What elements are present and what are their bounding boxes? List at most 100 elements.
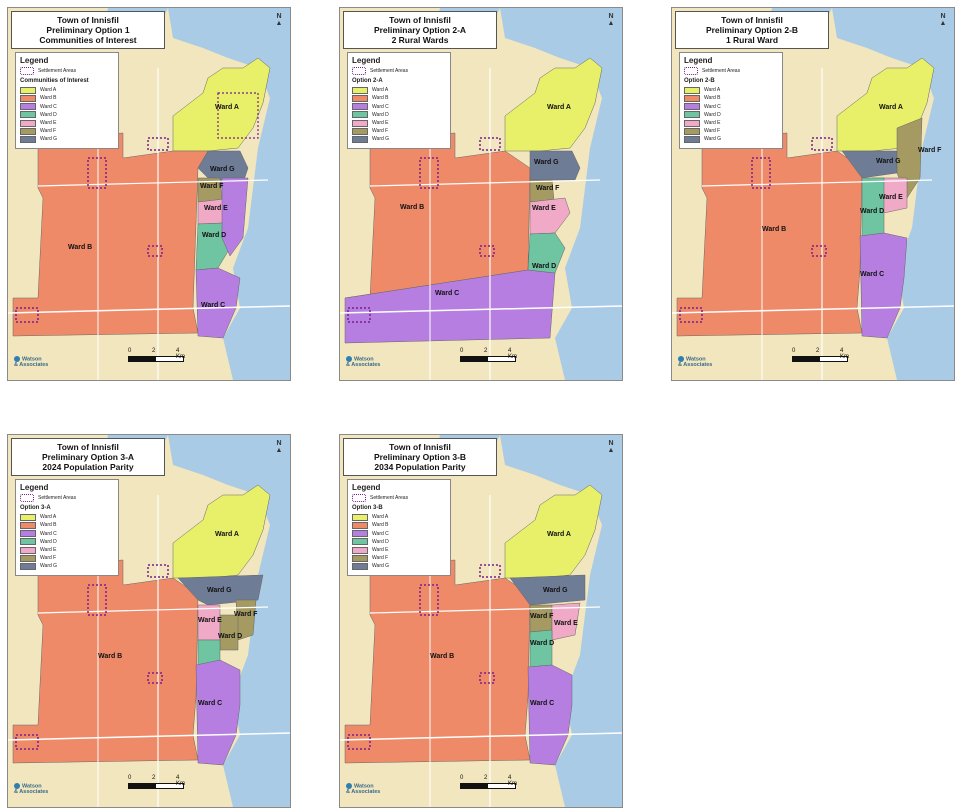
legend-label: Ward F bbox=[372, 555, 389, 562]
legend-label: Ward E bbox=[40, 547, 57, 554]
map-title: Town of Innisfil Preliminary Option 1 Co… bbox=[11, 11, 165, 49]
title-line-3: Communities of Interest bbox=[39, 35, 137, 45]
legend-label: Ward F bbox=[372, 128, 389, 135]
ward-d-swatch bbox=[684, 111, 700, 119]
map-panel-option-3b: Town of Innisfil Preliminary Option 3-B … bbox=[339, 434, 623, 808]
title-line-3: 2024 Population Parity bbox=[42, 462, 134, 472]
title-line-2: Preliminary Option 2-B bbox=[705, 25, 799, 35]
legend-label: Ward E bbox=[40, 120, 57, 127]
legend-subtitle: Communities of Interest bbox=[20, 78, 89, 85]
title-line-3: 2 Rural Wards bbox=[391, 35, 449, 45]
legend-label: Ward G bbox=[40, 563, 58, 570]
ward-label-g: Ward G bbox=[876, 158, 901, 165]
ward-f-swatch bbox=[352, 554, 368, 562]
legend-label: Ward D bbox=[372, 111, 389, 118]
legend-label: Ward G bbox=[40, 136, 58, 143]
legend-label: Ward E bbox=[372, 120, 389, 127]
ward-label-a: Ward A bbox=[215, 531, 239, 538]
title-line-1: Town of Innisfil bbox=[57, 15, 119, 25]
legend-subtitle: Option 2-B bbox=[684, 78, 715, 85]
ward-g-swatch bbox=[20, 135, 36, 143]
watson-logo: Watson & Associates bbox=[346, 356, 381, 369]
title-line-3: 2034 Population Parity bbox=[374, 462, 466, 472]
watson-logo: Watson & Associates bbox=[346, 783, 381, 796]
ward-label-c: Ward C bbox=[860, 271, 885, 278]
ward-label-d: Ward D bbox=[532, 263, 557, 270]
ward-label-f: Ward F bbox=[234, 611, 258, 618]
ward-label-c: Ward C bbox=[198, 700, 223, 707]
ward-e-swatch bbox=[352, 119, 368, 127]
legend-label: Ward C bbox=[40, 530, 57, 537]
title-line-2: Preliminary Option 3-B bbox=[373, 452, 467, 462]
legend-label: Ward F bbox=[40, 128, 57, 135]
title-line-3: 1 Rural Ward bbox=[725, 35, 779, 45]
ward-f-swatch bbox=[684, 127, 700, 135]
legend-label: Ward A bbox=[372, 87, 389, 94]
legend-label: Ward B bbox=[372, 522, 389, 529]
legend-label: Ward D bbox=[40, 538, 57, 545]
map-title: Town of Innisfil Preliminary Option 2-A … bbox=[343, 11, 497, 49]
legend-label: Ward D bbox=[704, 111, 721, 118]
title-line-2: Preliminary Option 1 bbox=[46, 25, 130, 35]
watson-logo: Watson & Associates bbox=[678, 356, 713, 369]
ward-label-a: Ward A bbox=[547, 104, 571, 111]
legend: Legend Settlement Areas Option 3-B Ward … bbox=[347, 479, 451, 576]
ward-g-swatch bbox=[352, 562, 368, 570]
watson-logo: Watson & Associates bbox=[14, 783, 49, 796]
legend-label: Ward C bbox=[40, 103, 57, 110]
legend-title: Legend bbox=[352, 483, 381, 492]
legend-title: Legend bbox=[684, 56, 713, 65]
title-line-1: Town of Innisfil bbox=[389, 15, 451, 25]
legend-title: Legend bbox=[352, 56, 381, 65]
ward-label-g: Ward G bbox=[207, 587, 232, 594]
ward-c-swatch bbox=[20, 103, 36, 111]
legend-label: Ward C bbox=[372, 103, 389, 110]
legend-label: Ward D bbox=[372, 538, 389, 545]
ward-label-b: Ward B bbox=[400, 204, 425, 211]
ward-g-swatch bbox=[684, 135, 700, 143]
legend-title: Legend bbox=[20, 56, 49, 65]
ward-label-e: Ward E bbox=[532, 205, 556, 212]
settlement-area-swatch bbox=[352, 494, 366, 503]
ward-a-swatch bbox=[684, 86, 700, 94]
ward-label-a: Ward A bbox=[879, 104, 903, 111]
legend-label: Ward A bbox=[704, 87, 721, 94]
north-arrow-icon: N ▲ bbox=[275, 440, 283, 454]
ward-e-swatch bbox=[352, 546, 368, 554]
legend-label: Ward G bbox=[372, 136, 390, 143]
map-panel-option-2a: Town of Innisfil Preliminary Option 2-A … bbox=[339, 7, 623, 381]
ward-label-g: Ward G bbox=[543, 587, 568, 594]
ward-e-swatch bbox=[684, 119, 700, 127]
settlement-area-swatch bbox=[352, 67, 366, 76]
map-panel-option-2b: Town of Innisfil Preliminary Option 2-B … bbox=[671, 7, 955, 381]
ward-a-swatch bbox=[20, 86, 36, 94]
ward-g-swatch bbox=[352, 135, 368, 143]
watson-logo: Watson & Associates bbox=[14, 356, 49, 369]
ward-b-swatch bbox=[352, 94, 368, 102]
title-line-2: Preliminary Option 2-A bbox=[373, 25, 467, 35]
legend-label: Ward G bbox=[704, 136, 722, 143]
ward-c-swatch bbox=[684, 103, 700, 111]
ward-c-swatch bbox=[352, 530, 368, 538]
ward-label-f: Ward F bbox=[530, 613, 554, 620]
north-arrow-icon: N ▲ bbox=[607, 13, 615, 27]
ward-label-a: Ward A bbox=[215, 104, 239, 111]
ward-e-swatch bbox=[20, 546, 36, 554]
ward-label-d: Ward D bbox=[860, 208, 885, 215]
legend-label: Settlement Areas bbox=[370, 495, 409, 502]
ward-a-swatch bbox=[352, 513, 368, 521]
north-arrow-icon: N ▲ bbox=[939, 13, 947, 27]
north-arrow-icon: N ▲ bbox=[607, 440, 615, 454]
title-line-1: Town of Innisfil bbox=[389, 442, 451, 452]
title-line-2: Preliminary Option 3-A bbox=[41, 452, 135, 462]
ward-label-f: Ward F bbox=[536, 185, 560, 192]
settlement-area-swatch bbox=[684, 67, 698, 76]
legend: Legend Settlement Areas Communities of I… bbox=[15, 52, 119, 149]
ward-label-d: Ward D bbox=[202, 232, 227, 239]
legend-subtitle: Option 3-B bbox=[352, 505, 383, 512]
ward-label-b: Ward B bbox=[762, 226, 787, 233]
